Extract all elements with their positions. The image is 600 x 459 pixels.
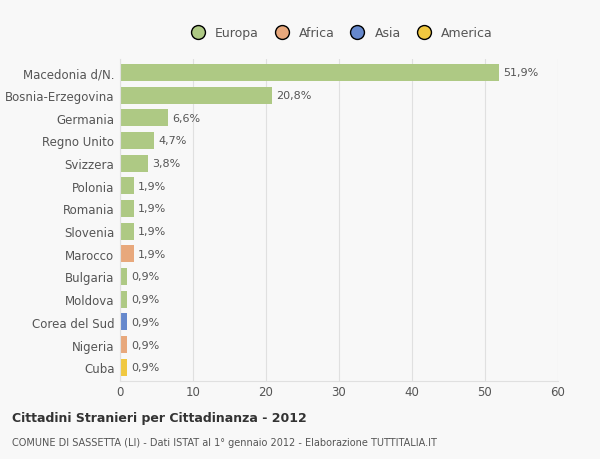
Text: 20,8%: 20,8% — [276, 91, 311, 101]
Bar — [120, 155, 148, 172]
Text: 0,9%: 0,9% — [131, 272, 159, 282]
Bar — [120, 110, 168, 127]
Bar — [120, 359, 127, 376]
Bar — [120, 313, 127, 330]
Text: 0,9%: 0,9% — [131, 317, 159, 327]
Bar — [120, 269, 127, 285]
Bar — [120, 246, 134, 263]
Text: 3,8%: 3,8% — [152, 159, 181, 169]
Text: 0,9%: 0,9% — [131, 340, 159, 350]
Text: 1,9%: 1,9% — [138, 181, 167, 191]
Text: 1,9%: 1,9% — [138, 204, 167, 214]
Text: 1,9%: 1,9% — [138, 227, 167, 237]
Bar — [120, 133, 154, 150]
Text: 6,6%: 6,6% — [173, 113, 200, 123]
Bar — [120, 65, 499, 82]
Bar — [120, 291, 127, 308]
Text: 0,9%: 0,9% — [131, 363, 159, 372]
Text: Cittadini Stranieri per Cittadinanza - 2012: Cittadini Stranieri per Cittadinanza - 2… — [12, 412, 307, 425]
Bar — [120, 336, 127, 353]
Text: 0,9%: 0,9% — [131, 295, 159, 304]
Text: 51,9%: 51,9% — [503, 68, 539, 78]
Text: COMUNE DI SASSETTA (LI) - Dati ISTAT al 1° gennaio 2012 - Elaborazione TUTTITALI: COMUNE DI SASSETTA (LI) - Dati ISTAT al … — [12, 437, 437, 448]
Bar — [120, 223, 134, 240]
Legend: Europa, Africa, Asia, America: Europa, Africa, Asia, America — [185, 28, 493, 40]
Bar — [120, 87, 272, 104]
Text: 1,9%: 1,9% — [138, 249, 167, 259]
Bar — [120, 178, 134, 195]
Bar — [120, 201, 134, 218]
Text: 4,7%: 4,7% — [158, 136, 187, 146]
